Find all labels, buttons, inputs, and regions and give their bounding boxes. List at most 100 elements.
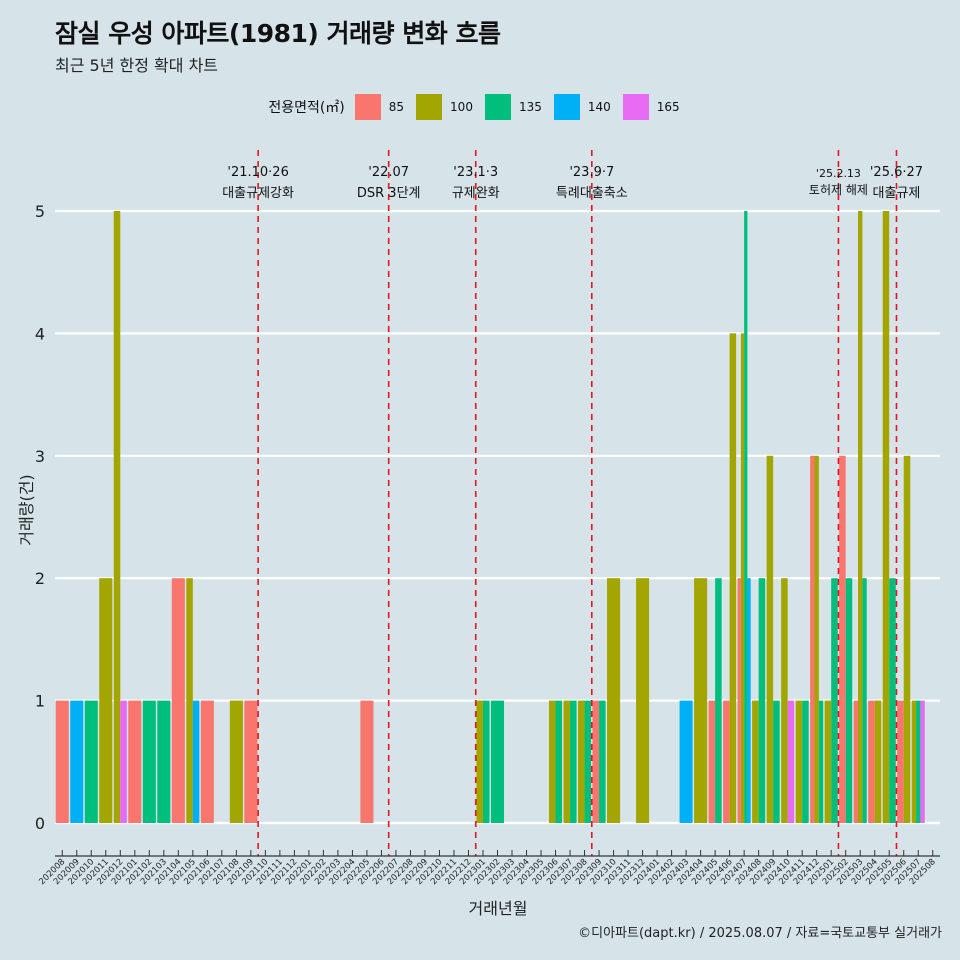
legend-item-135: 135: [484, 94, 542, 120]
bar-202307-135: [570, 700, 577, 823]
bar-202503-100: [858, 211, 863, 823]
event-label-202506: 대출규제: [873, 186, 921, 201]
bar-202412-135: [818, 700, 824, 823]
bars: [55, 211, 925, 823]
bar-202404-100: [694, 578, 708, 823]
bar-202409-135: [773, 700, 780, 823]
bar-202011-100: [99, 578, 113, 823]
bar-202408-100: [752, 700, 759, 823]
legend-swatch-135: [484, 94, 511, 120]
bar-202407-85: [737, 578, 741, 823]
legend-item-85: 85: [354, 94, 405, 120]
legend-swatch-140: [553, 94, 580, 120]
bar-202405-85: [708, 700, 716, 823]
bar-202507-135: [916, 700, 921, 823]
bar-202109-85: [244, 700, 258, 823]
bar-202407-135: [744, 211, 748, 823]
bar-202507-100: [911, 700, 917, 823]
bar-202102-135: [142, 700, 156, 823]
bar-202505-100: [882, 211, 890, 823]
event-date-202301: '23.1·3: [453, 165, 498, 180]
chart-title: 잠실 우성 아파트(1981) 거래량 변화 흐름: [55, 19, 501, 48]
bar-202301-100: [476, 700, 483, 823]
x-axis-label: 거래년월: [469, 899, 528, 918]
bar-202308-135: [584, 700, 592, 823]
bar-202108-100: [229, 700, 243, 823]
event-label-202110: 대출규제강화: [222, 186, 294, 201]
event-date-202502: '25.2.13: [816, 167, 861, 180]
bar-202309-85: [592, 700, 600, 823]
bar-202403-140: [679, 700, 693, 823]
bar-202103-135: [157, 700, 171, 823]
bar-202307-100: [563, 700, 571, 823]
event-date-202506: '25.6·27: [870, 165, 923, 180]
bar-202008-85: [55, 700, 69, 823]
event-label-202301: 규제완화: [452, 186, 500, 201]
bar-202010-135: [84, 700, 98, 823]
legend-label-135: 135: [518, 100, 542, 114]
event-lines: '21.10·26 대출규제강화 '22.07 DSR 3단계 '23.1·3 규제완화 '…: [222, 150, 923, 856]
bar-202101-85: [128, 700, 142, 823]
bar-202301-135: [482, 700, 490, 823]
bar-202409-100: [766, 455, 774, 823]
y-tick-label-0: 0: [35, 814, 45, 833]
legend: 전용면적(㎡) 85 100 135 140 165: [0, 92, 960, 122]
y-axis-label: 거래량(건): [17, 474, 36, 545]
bar-202407-140: [747, 578, 751, 823]
bar-202009-140: [70, 700, 84, 823]
bar-202505-135: [889, 578, 896, 823]
bar-202104-85: [171, 578, 185, 823]
bar-202312-100: [636, 578, 650, 823]
y-tick-label-1: 1: [35, 692, 45, 711]
legend-title: 전용면적(㎡): [268, 100, 345, 116]
legend-label-85: 85: [388, 100, 405, 114]
bar-202502-85: [839, 455, 846, 823]
bar-202406-100: [729, 333, 737, 823]
bar-202105-140: [192, 700, 200, 823]
bar-202406-85: [723, 700, 730, 823]
bar-202412-85: [810, 455, 815, 823]
event-date-202110: '21.10·26: [227, 165, 288, 180]
y-tick-label-3: 3: [35, 447, 45, 466]
legend-item-140: 140: [553, 94, 611, 120]
bar-202503-85: [853, 700, 859, 823]
bar-202501-135: [831, 578, 838, 823]
bar-202502-135: [845, 578, 853, 823]
chart-subtitle: 최근 5년 한정 확대 차트: [55, 56, 219, 75]
bar-202405-135: [715, 578, 722, 823]
event-date-202309: '23.9·7: [569, 165, 614, 180]
event-label-202309: 특례대출축소: [556, 186, 628, 201]
y-tick-label-2: 2: [35, 569, 45, 588]
bar-202504-100: [874, 700, 882, 823]
bar-202412-100: [814, 455, 819, 823]
legend-item-165: 165: [622, 94, 680, 120]
legend-swatch-85: [354, 94, 381, 120]
bar-202506-100: [903, 455, 911, 823]
event-label-202207: DSR 3단계: [357, 186, 421, 201]
legend-swatch-165: [622, 94, 649, 120]
legend-swatch-100: [416, 94, 443, 120]
bar-202012-100: [113, 211, 121, 823]
bar-202507-165: [920, 700, 925, 823]
bar-202205-85: [360, 700, 374, 823]
bar-202501-100: [824, 700, 832, 823]
source-caption: ©디아파트(dapt.kr) / 2025.08.07 / 자료=국토교통부 실…: [578, 926, 942, 941]
bar-202410-100: [781, 578, 788, 823]
bar-202306-135: [555, 700, 563, 823]
y-tick-label-4: 4: [35, 324, 45, 343]
bar-202410-165: [787, 700, 795, 823]
bar-202310-100: [607, 578, 621, 823]
bar-202504-85: [868, 700, 875, 823]
bar-202106-85: [200, 700, 214, 823]
bar-202309-135: [599, 700, 606, 823]
bar-202308-100: [578, 700, 585, 823]
legend-item-100: 100: [416, 94, 473, 120]
bar-202302-135: [490, 700, 505, 823]
bar-202407-100: [740, 333, 745, 823]
bar-202408-135: [758, 578, 766, 823]
bar-202411-135: [802, 700, 809, 823]
y-tick-label-5: 5: [35, 202, 45, 221]
legend-label-165: 165: [656, 100, 680, 114]
bar-202411-100: [795, 700, 803, 823]
